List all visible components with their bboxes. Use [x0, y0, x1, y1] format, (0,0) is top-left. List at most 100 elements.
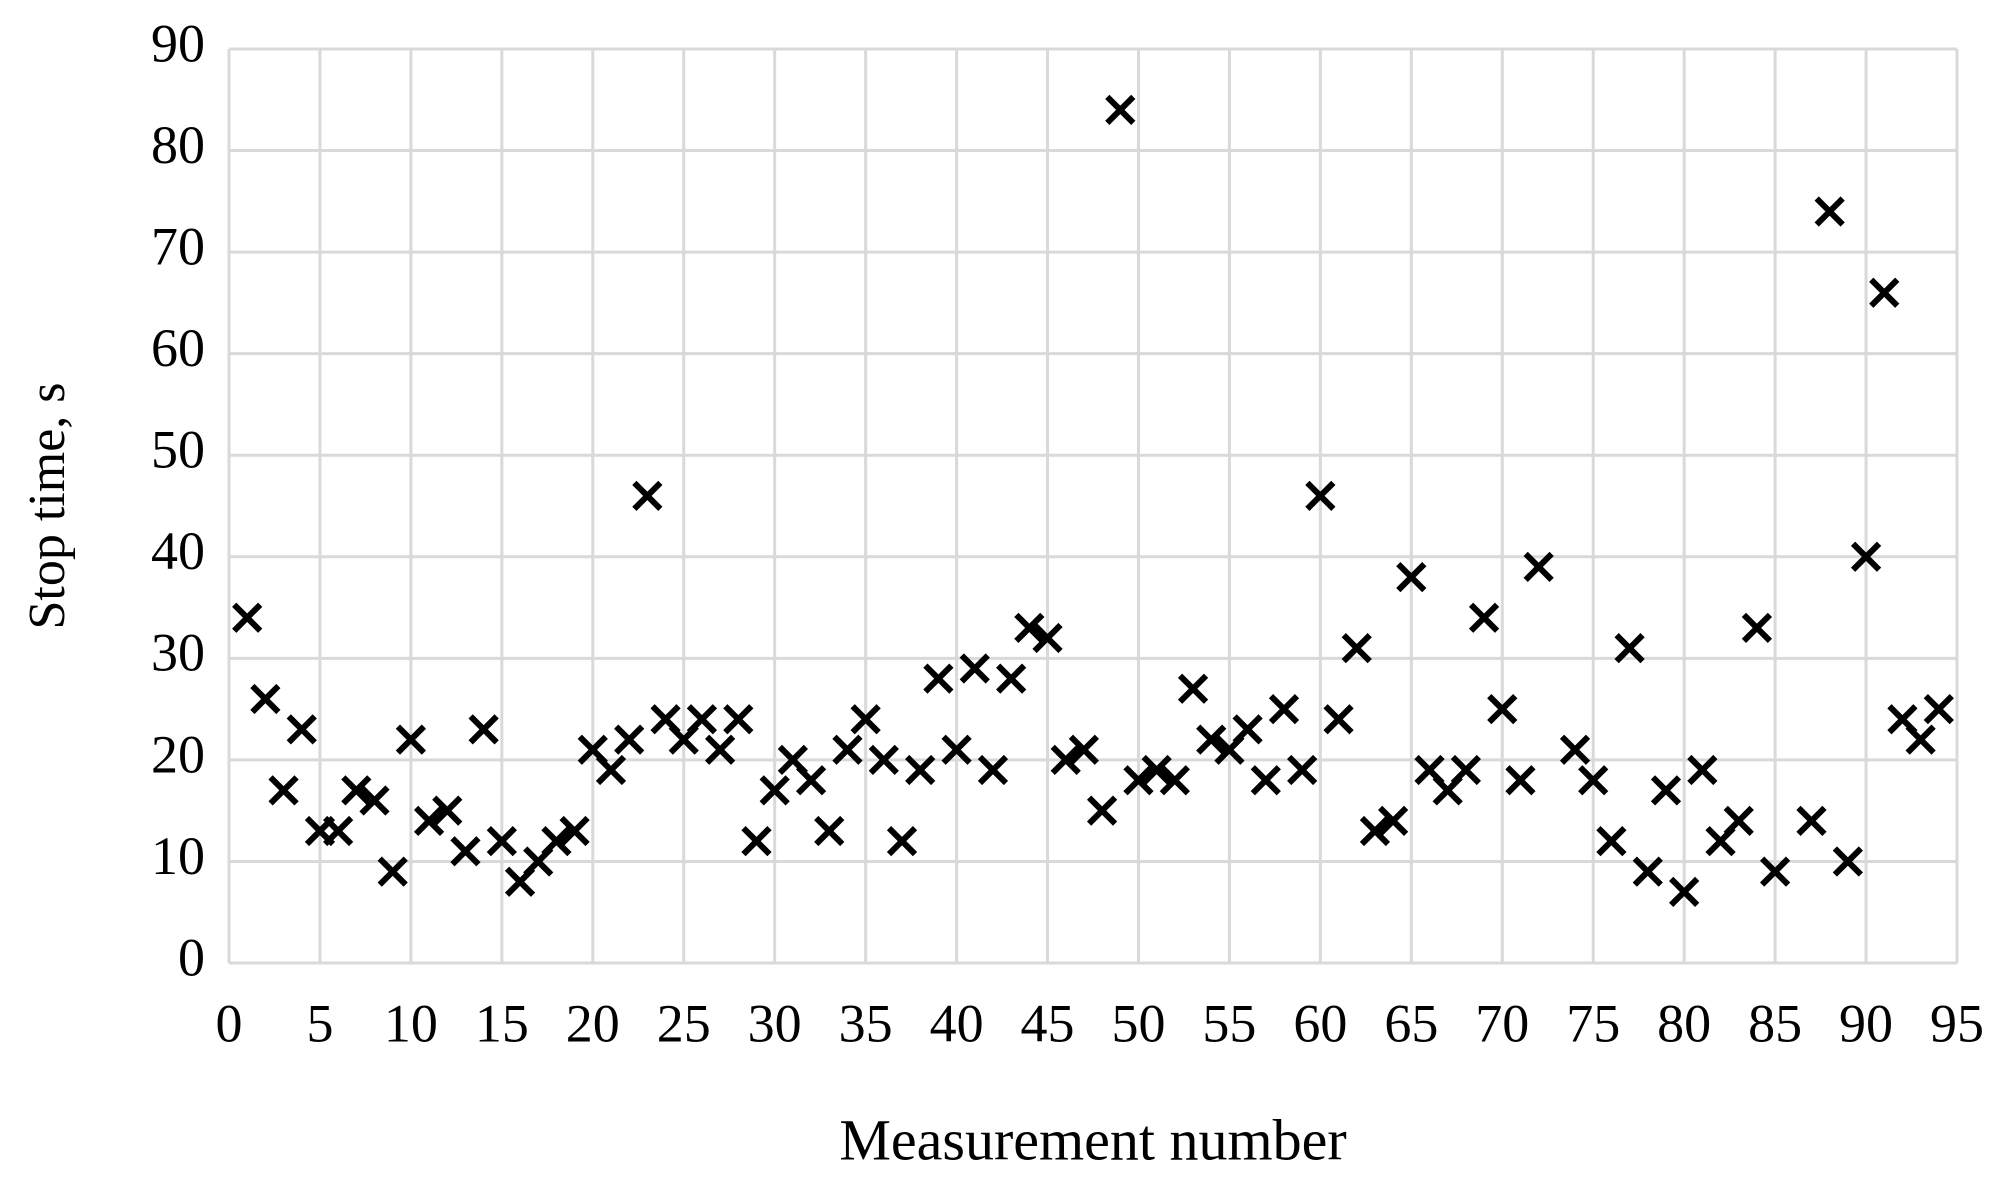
- point: [1250, 765, 1281, 796]
- x-axis-title: Measurement number: [839, 1107, 1346, 1172]
- point: [595, 754, 627, 786]
- y-tick-label: 60: [151, 318, 205, 378]
- point: [541, 826, 572, 857]
- point: [1468, 602, 1500, 633]
- point: [1850, 541, 1882, 572]
- point: [286, 714, 317, 745]
- y-tick-label: 90: [151, 13, 205, 73]
- point: [850, 704, 881, 735]
- x-tick-label: 15: [475, 993, 529, 1053]
- point: [741, 826, 772, 857]
- x-tick-label: 5: [306, 993, 333, 1053]
- point: [795, 765, 827, 796]
- y-tick-label: 70: [151, 217, 205, 277]
- x-tick-label: 10: [384, 993, 438, 1053]
- point: [1632, 856, 1663, 887]
- point: [1923, 693, 1954, 725]
- point: [1741, 612, 1773, 643]
- point: [1796, 805, 1827, 836]
- point: [1232, 714, 1263, 745]
- point: [1487, 693, 1518, 725]
- y-tick-label: 50: [151, 420, 205, 480]
- x-tick-label: 75: [1566, 993, 1620, 1053]
- point: [1159, 765, 1190, 796]
- x-tick-label: 90: [1839, 993, 1893, 1053]
- point: [686, 704, 718, 735]
- point: [468, 714, 499, 745]
- point: [1177, 673, 1209, 704]
- point: [486, 826, 517, 857]
- point: [905, 754, 936, 786]
- point: [1505, 765, 1536, 796]
- point: [723, 704, 754, 735]
- point: [614, 724, 645, 755]
- point: [814, 815, 845, 847]
- point: [1268, 693, 1300, 725]
- point: [1287, 754, 1318, 786]
- point: [1396, 561, 1427, 593]
- x-tick-label: 80: [1657, 993, 1711, 1053]
- x-tick-label: 0: [216, 993, 243, 1053]
- y-axis-title: Stop time, s: [19, 382, 76, 629]
- point: [759, 775, 790, 806]
- point: [959, 653, 990, 684]
- point: [941, 734, 972, 765]
- point: [250, 683, 281, 715]
- point: [1596, 826, 1627, 857]
- point: [996, 663, 1027, 694]
- x-tick-label: 50: [1111, 993, 1165, 1053]
- x-tick-label: 65: [1384, 993, 1438, 1053]
- point: [1523, 551, 1554, 583]
- y-tick-label: 30: [151, 623, 205, 683]
- x-tick-label: 35: [839, 993, 893, 1053]
- point: [232, 602, 263, 633]
- point: [395, 724, 427, 755]
- point: [323, 815, 354, 847]
- point: [1378, 805, 1409, 836]
- x-tick-label: 30: [748, 993, 802, 1053]
- point: [1669, 876, 1700, 908]
- point: [1614, 633, 1645, 664]
- point: [977, 754, 1009, 786]
- point: [413, 805, 445, 836]
- point: [923, 663, 954, 694]
- point: [450, 836, 481, 867]
- x-tick-label: 55: [1202, 993, 1256, 1053]
- point: [832, 734, 863, 765]
- x-tick-label: 60: [1293, 993, 1347, 1053]
- y-tick-label: 10: [151, 826, 205, 886]
- point: [432, 795, 463, 826]
- point: [1305, 480, 1336, 511]
- point: [632, 480, 663, 511]
- point: [1578, 765, 1609, 796]
- point: [1869, 277, 1900, 308]
- point: [1650, 775, 1682, 806]
- x-tick-label: 45: [1021, 993, 1075, 1053]
- point: [1086, 795, 1118, 826]
- x-tick-label: 85: [1748, 993, 1802, 1053]
- point: [704, 734, 736, 765]
- y-tick-label: 40: [151, 521, 205, 581]
- y-tick-label: 20: [151, 724, 205, 784]
- x-tick-label: 40: [930, 993, 984, 1053]
- point: [868, 744, 899, 776]
- y-tick-label: 0: [178, 927, 205, 987]
- point: [886, 826, 918, 857]
- point: [1105, 94, 1136, 126]
- x-tick-label: 25: [657, 993, 711, 1053]
- point: [1359, 815, 1391, 847]
- point: [1050, 744, 1081, 776]
- point: [559, 815, 590, 847]
- point: [1832, 846, 1863, 877]
- x-tick-label: 70: [1475, 993, 1529, 1053]
- point: [1450, 754, 1482, 786]
- y-tick-label: 80: [151, 115, 205, 175]
- point: [1014, 612, 1045, 643]
- point: [1141, 754, 1172, 786]
- point: [1196, 724, 1227, 755]
- point: [1032, 622, 1063, 654]
- point: [341, 775, 372, 806]
- x-tick-label: 20: [566, 993, 620, 1053]
- point: [1905, 724, 1936, 755]
